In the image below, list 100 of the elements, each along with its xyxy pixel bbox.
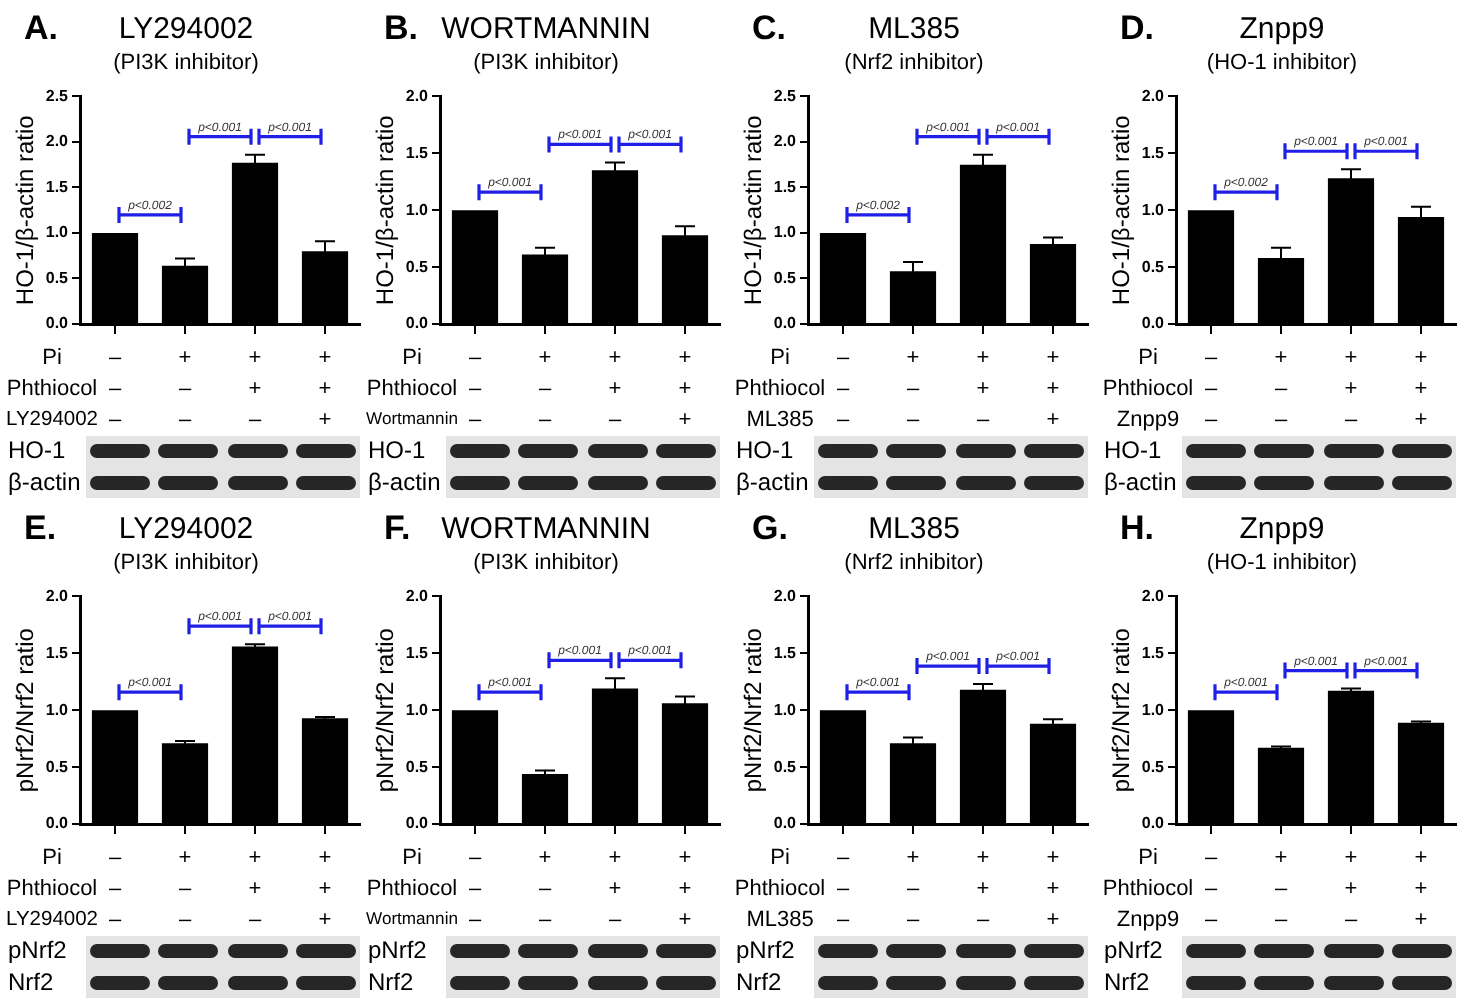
x-tick-label: + + – <box>608 345 623 432</box>
y-tick-label: 1.5 <box>45 177 70 196</box>
text: HO-1 <box>736 436 794 467</box>
y-tick-label: 1.0 <box>405 700 430 719</box>
y-tick-label: 1.5 <box>405 143 430 162</box>
y-axis-title: pNrf2/Nrf2 ratio <box>1107 627 1136 793</box>
text: pNrf2 <box>8 936 67 967</box>
text: H. <box>1120 509 1154 548</box>
y-tick-label: 0.5 <box>405 757 430 776</box>
y-tick-label: 0.0 <box>773 314 798 333</box>
y-tick-label: 0.5 <box>45 268 70 287</box>
y-tick-label: 1.5 <box>405 643 430 662</box>
y-tick-label: 0.0 <box>405 314 430 333</box>
text: B. <box>384 9 418 48</box>
y-tick-label: 1.5 <box>773 177 798 196</box>
y-axis-title: pNrf2/Nrf2 ratio <box>739 627 768 793</box>
x-tick-label: – – – <box>108 845 123 932</box>
x-tick-label: + + + <box>318 345 332 432</box>
text: HO-1 <box>368 436 426 467</box>
y-axis-title: pNrf2/Nrf2 ratio <box>11 627 40 793</box>
x-tick-label: + – – <box>906 845 921 932</box>
x-tick-label: – – – <box>836 845 851 932</box>
y-axis-title: HO-1/β-actin ratio <box>739 114 768 306</box>
text: Nrf2 <box>368 967 414 998</box>
text: LY294002 <box>6 909 99 932</box>
x-tick-label: + + + <box>1414 845 1428 932</box>
x-tick-label: – – – <box>836 345 851 432</box>
x-tick-label: + + – <box>608 845 623 932</box>
text: pNrf2 <box>368 936 427 967</box>
x-tick-label: + + + <box>1046 345 1060 432</box>
chart-title: LY294002 <box>118 512 254 547</box>
text: Phthiocol <box>1102 876 1194 901</box>
y-tick-label: 0.0 <box>1141 314 1166 333</box>
x-tick-label: – – – <box>1204 345 1219 432</box>
chart-title: ML385 <box>868 512 960 547</box>
text: A. <box>24 9 58 48</box>
text: Pi <box>402 345 422 370</box>
text: Pi <box>42 845 62 870</box>
chart-subtitle: (PI3K inhibitor) <box>473 551 619 576</box>
y-tick-label: 1.5 <box>45 643 70 662</box>
text: Phthiocol <box>734 876 826 901</box>
y-tick-label: 0.5 <box>45 757 70 776</box>
text: Nrf2 <box>736 967 782 998</box>
text: Phthiocol <box>366 376 458 401</box>
text: Phthiocol <box>1102 376 1194 401</box>
text: β-actin <box>736 467 809 498</box>
text: pNrf2 <box>736 936 795 967</box>
x-tick-label: – – – <box>108 345 123 432</box>
text: HO-1 <box>8 436 66 467</box>
y-tick-label: 2.0 <box>405 586 430 605</box>
chart-title: WORTMANNIN <box>441 512 651 547</box>
y-tick-label: 0.5 <box>773 757 798 776</box>
y-tick-label: 0.5 <box>773 268 798 287</box>
text: Nrf2 <box>1104 967 1150 998</box>
x-tick-label: + + + <box>318 845 332 932</box>
text: Znpp9 <box>1116 907 1180 932</box>
x-tick-label: + + – <box>248 345 263 432</box>
y-tick-label: 1.5 <box>1141 643 1166 662</box>
chart-subtitle: (PI3K inhibitor) <box>473 51 619 76</box>
y-tick-label: 0.0 <box>773 814 798 833</box>
x-tick-label: + + + <box>678 845 692 932</box>
y-tick-label: 0.0 <box>1141 814 1166 833</box>
y-tick-label: 1.0 <box>405 200 430 219</box>
x-tick-label: + – – <box>178 845 193 932</box>
text: Pi <box>1138 845 1158 870</box>
chart-subtitle: (Nrf2 inhibitor) <box>844 51 984 76</box>
chart-subtitle: (HO-1 inhibitor) <box>1206 551 1358 576</box>
chart-subtitle: (HO-1 inhibitor) <box>1206 51 1358 76</box>
x-tick-label: + + + <box>1414 345 1428 432</box>
y-tick-label: 0.0 <box>405 814 430 833</box>
y-tick-label: 0.0 <box>45 314 70 333</box>
y-tick-label: 1.5 <box>773 643 798 662</box>
x-tick-label: + + + <box>1046 845 1060 932</box>
x-tick-label: + + – <box>1344 345 1359 432</box>
y-tick-label: 2.0 <box>1141 586 1166 605</box>
text: Phthiocol <box>734 376 826 401</box>
text: D. <box>1120 9 1154 48</box>
x-tick-label: + – – <box>1274 345 1289 432</box>
x-tick-label: + + – <box>976 845 991 932</box>
chart-title: LY294002 <box>118 12 254 47</box>
text: Pi <box>402 845 422 870</box>
text: ML385 <box>746 407 814 432</box>
y-tick-label: 2.0 <box>405 86 430 105</box>
text: E. <box>24 509 57 548</box>
text: β-actin <box>8 467 81 498</box>
text: Pi <box>1138 345 1158 370</box>
y-tick-label: 2.0 <box>45 586 70 605</box>
text: Phthiocol <box>6 376 98 401</box>
y-tick-label: 1.0 <box>773 223 798 242</box>
chart-subtitle: (Nrf2 inhibitor) <box>844 551 984 576</box>
x-tick-label: – – – <box>468 845 483 932</box>
y-tick-label: 1.0 <box>45 223 70 242</box>
x-tick-label: + – – <box>538 345 553 432</box>
y-tick-label: 0.5 <box>405 257 430 276</box>
x-tick-label: – – – <box>468 345 483 432</box>
x-tick-label: + + + <box>678 345 692 432</box>
y-tick-label: 2.0 <box>773 586 798 605</box>
y-axis-title: HO-1/β-actin ratio <box>11 114 40 306</box>
y-tick-label: 1.0 <box>1141 700 1166 719</box>
text: Wortmannin <box>366 408 459 429</box>
